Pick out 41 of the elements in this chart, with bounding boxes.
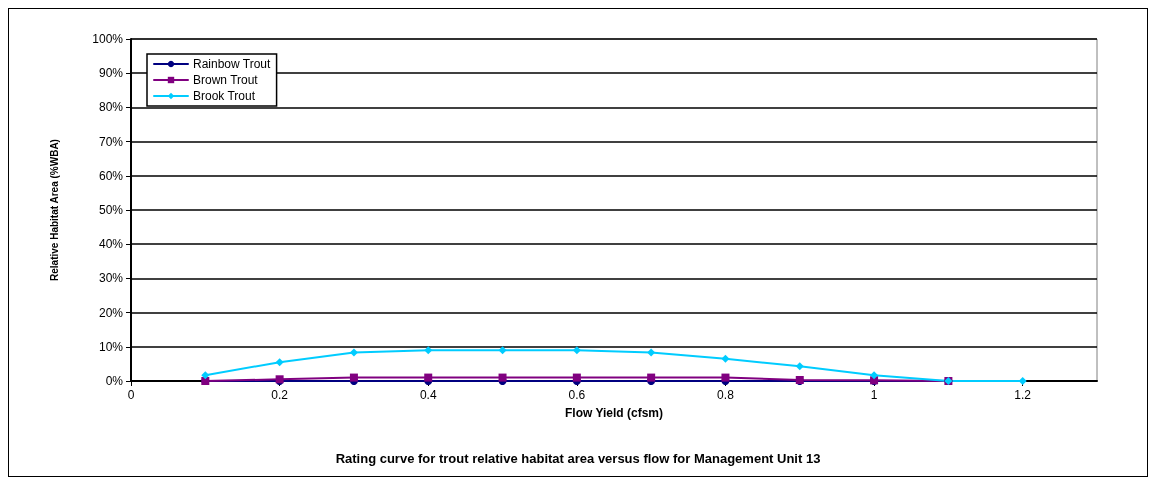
point — [721, 354, 730, 363]
point — [424, 373, 433, 382]
legend-label: Rainbow Trout — [193, 57, 272, 71]
legend-label: Brown Trout — [193, 73, 259, 87]
y-tick-label: 10% — [98, 339, 124, 354]
y-tick-label: 90% — [98, 66, 124, 81]
y-tick-label: 40% — [98, 237, 124, 252]
x-axis-title: Flow Yield (cfsm) — [564, 406, 664, 420]
point — [275, 358, 284, 367]
x-tick-label: 0.2 — [271, 388, 289, 402]
point — [795, 362, 804, 371]
point — [349, 348, 358, 357]
x-tick-label: 0.8 — [717, 388, 735, 402]
x-tick-label: 0.6 — [568, 388, 586, 402]
y-axis-title: Relative Habitat Area (%WBA) — [48, 139, 60, 281]
point — [424, 346, 433, 355]
point — [201, 371, 210, 380]
y-tick-label: 60% — [98, 168, 124, 183]
x-tick-label: 0.4 — [419, 388, 437, 402]
y-tick-label: 80% — [98, 100, 124, 115]
y-tick-label: 100% — [92, 32, 124, 46]
point — [498, 373, 507, 382]
point — [1018, 377, 1027, 385]
x-tick-label: 1 — [870, 388, 878, 402]
text: Rating curve for trout relative habitat area versus flow for Management Unit 13 — [335, 451, 821, 466]
x-tick-label: 0 — [127, 388, 135, 402]
y-tick-label: 70% — [98, 134, 124, 149]
point — [349, 373, 358, 382]
y-tick-label: 50% — [98, 203, 124, 217]
point — [647, 373, 656, 382]
y-tick-label: 30% — [98, 271, 124, 286]
point — [647, 348, 656, 357]
x-tick-label: 1.2 — [1014, 388, 1032, 402]
point — [572, 373, 581, 382]
legend-label: Brook Trout — [193, 89, 256, 103]
point — [498, 346, 507, 355]
y-tick-label: 20% — [98, 305, 124, 320]
point — [721, 373, 730, 382]
point — [870, 371, 879, 380]
y-tick-label: 0% — [105, 374, 124, 388]
point — [572, 346, 581, 355]
